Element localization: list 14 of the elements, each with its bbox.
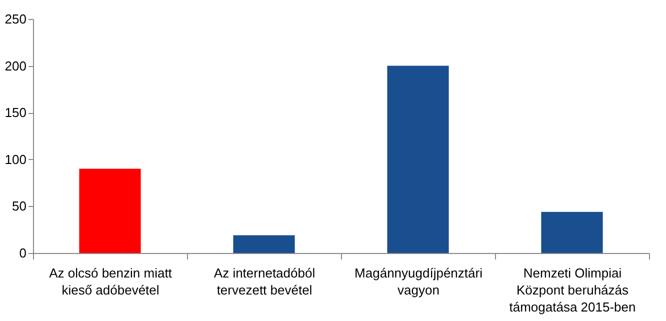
x-tick-label: Az olcsó benzin miatt kieső adóbevétel: [49, 266, 172, 298]
x-tick-label: Nemzeti Olimpiai Központ beruházás támogatása 2015-ben: [509, 266, 636, 314]
y-tick-label: 200: [4, 58, 26, 74]
x-tick-label: Az internetadóból tervezett bevétel: [214, 266, 316, 298]
bar: [79, 168, 141, 253]
bar: [387, 66, 449, 253]
x-tick-label: Magánnyugdíjpénztári vagyon: [354, 266, 483, 298]
y-tick-label: 150: [4, 105, 26, 120]
bar: [233, 235, 295, 253]
y-tick-label: 100: [4, 152, 26, 167]
y-tick-label: 0: [19, 246, 26, 260]
y-tick-label: 50: [12, 198, 26, 214]
y-tick-label: 250: [4, 12, 26, 26]
bar: [541, 212, 603, 253]
